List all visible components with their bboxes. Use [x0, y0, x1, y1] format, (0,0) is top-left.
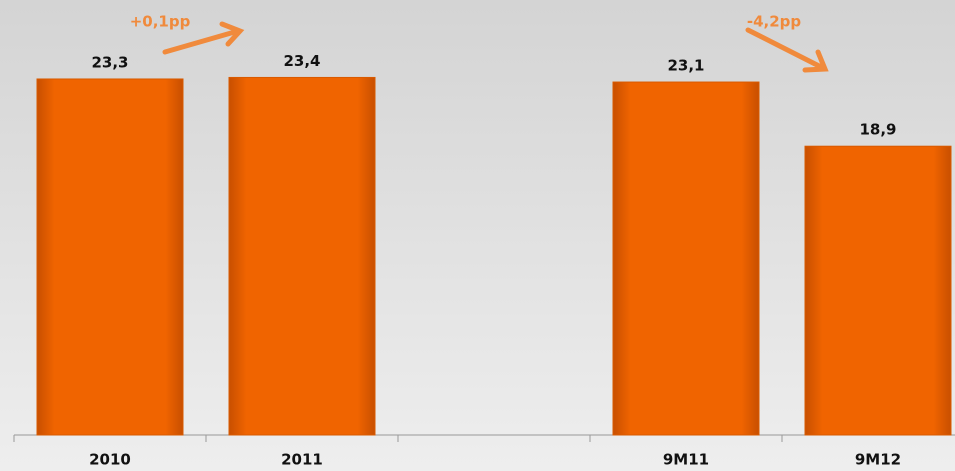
category-separators	[13, 435, 783, 442]
bar	[228, 76, 376, 436]
data-label: 23,3	[91, 53, 128, 71]
annotation: +0,1pp	[130, 13, 191, 31]
bar	[612, 81, 760, 436]
bar	[804, 145, 952, 436]
data-label: 23,4	[283, 52, 320, 70]
x-tick-label: 9M12	[855, 451, 901, 469]
x-tick-label: 2011	[281, 451, 323, 469]
x-tick-label: 2010	[89, 451, 131, 469]
data-label: 23,1	[667, 57, 704, 75]
annotation: -4,2pp	[747, 13, 802, 31]
x-tick-label: 9M11	[663, 451, 709, 469]
bar	[36, 78, 184, 436]
data-label: 18,9	[859, 121, 896, 139]
arrows	[162, 21, 829, 73]
